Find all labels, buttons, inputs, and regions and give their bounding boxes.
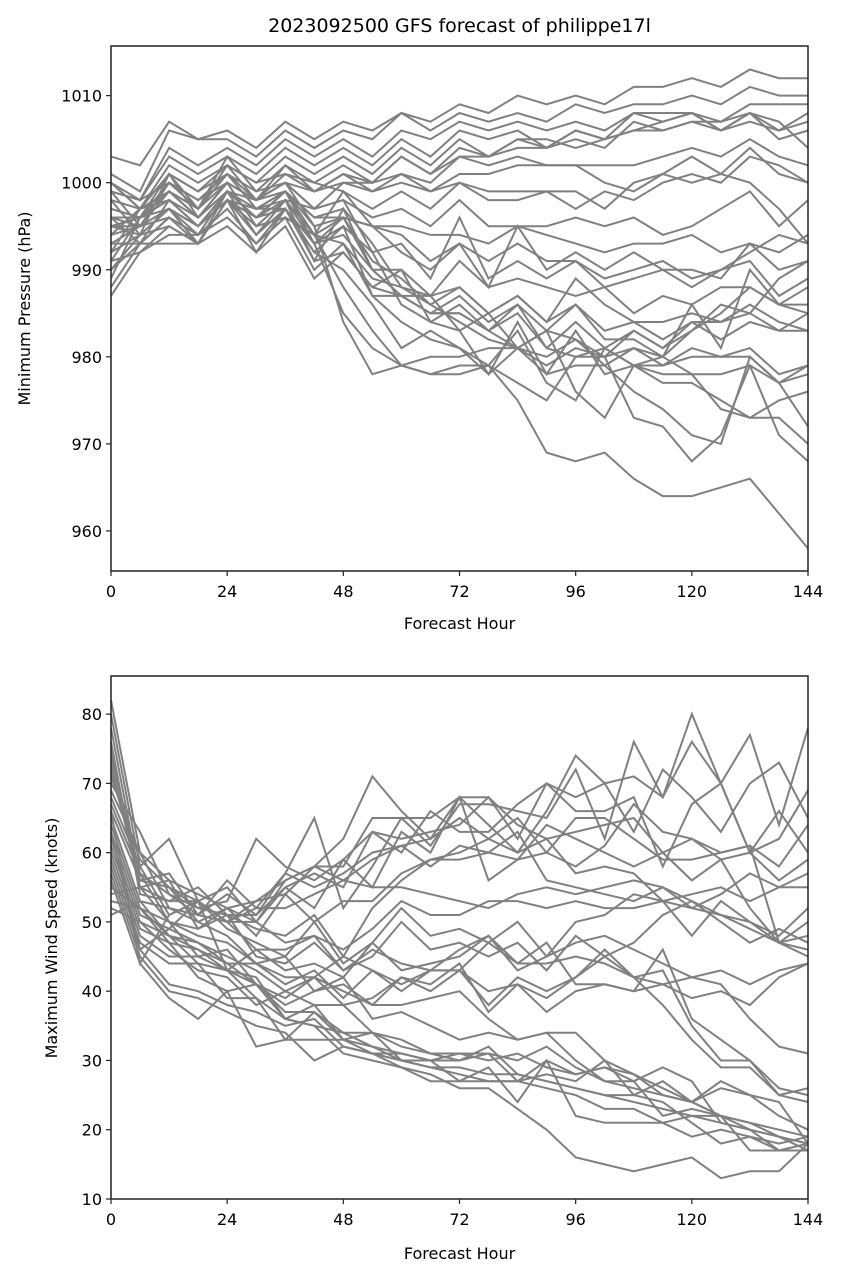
wind-series-line-m15	[110, 817, 809, 1007]
pressure-panel: 2023092500 GFS forecast of philippe17l 0…	[15, 15, 823, 633]
wind-series-line-m31	[110, 810, 809, 967]
wind-y-tick-label: 10	[82, 1190, 102, 1209]
chart-title: 2023092500 GFS forecast of philippe17l	[268, 15, 651, 37]
pressure-series-line-m01	[110, 68, 808, 167]
pressure-y-ticks: 960 970 980 990 1000 1010	[61, 87, 111, 541]
wind-x-tick-label: 48	[333, 1210, 353, 1229]
wind-y-axis-label: Maximum Wind Speed (knots)	[42, 818, 61, 1059]
pressure-x-ticks: 0 24 48 72 96 120 144	[106, 571, 823, 601]
wind-x-tick-label: 24	[217, 1210, 237, 1229]
pressure-y-axis-label: Minimum Pressure (hPa)	[15, 212, 34, 406]
pressure-y-tick-label: 980	[71, 348, 102, 367]
wind-y-tick-label: 60	[82, 844, 102, 863]
wind-x-tick-label: 72	[449, 1210, 469, 1229]
wind-series-line-m08	[110, 769, 809, 951]
wind-series-line-m29	[110, 899, 809, 1152]
pressure-y-tick-label: 970	[71, 435, 102, 454]
wind-x-tick-label: 0	[106, 1210, 116, 1229]
wind-x-tick-label: 144	[793, 1210, 824, 1229]
pressure-y-tick-label: 1000	[61, 174, 102, 193]
wind-series-line-m03	[110, 727, 809, 910]
pressure-x-tick-label: 120	[677, 582, 708, 601]
wind-x-ticks: 0 24 48 72 96 120 144	[106, 1199, 823, 1229]
wind-panel: 0 24 48 72 96 120 144 10 20 30 40 50 60 70 80 Forecas…	[42, 675, 823, 1263]
wind-series-line-m30	[110, 831, 809, 1055]
wind-series-line-m06	[110, 755, 809, 917]
pressure-series-line-m02	[110, 85, 808, 193]
pressure-series-line-m29	[110, 198, 809, 446]
wind-y-tick-label: 40	[82, 982, 102, 1001]
pressure-x-tick-label: 72	[449, 582, 469, 601]
wind-x-tick-label: 120	[677, 1210, 708, 1229]
wind-y-tick-label: 50	[82, 913, 102, 932]
wind-y-tick-label: 70	[82, 774, 102, 793]
wind-y-tick-label: 80	[82, 705, 102, 724]
pressure-series-lines	[110, 68, 809, 550]
pressure-series-line-m22	[110, 172, 809, 359]
pressure-x-tick-label: 0	[106, 582, 116, 601]
wind-x-tick-label: 96	[565, 1210, 585, 1229]
wind-y-ticks: 10 20 30 40 50 60 70 80	[82, 705, 111, 1209]
pressure-y-tick-label: 1010	[61, 87, 102, 106]
pressure-y-tick-label: 990	[71, 261, 102, 280]
pressure-x-tick-label: 48	[333, 582, 353, 601]
wind-series-line-m13	[110, 803, 809, 972]
wind-series-lines	[110, 700, 809, 1180]
wind-series-line-m12	[110, 796, 809, 965]
wind-series-line-m28	[110, 907, 809, 1131]
pressure-x-tick-label: 24	[217, 582, 237, 601]
pressure-series-line-m11	[110, 154, 809, 245]
pressure-y-tick-label: 960	[71, 522, 102, 541]
pressure-x-axis-label: Forecast Hour	[404, 614, 516, 633]
pressure-x-tick-label: 144	[793, 582, 824, 601]
wind-y-tick-label: 20	[82, 1121, 102, 1140]
wind-x-axis-label: Forecast Hour	[404, 1244, 516, 1263]
wind-y-tick-label: 30	[82, 1051, 102, 1070]
wind-series-line-m27	[110, 900, 809, 1180]
pressure-series-line-m31	[110, 181, 809, 550]
wind-series-line-m09	[110, 776, 808, 938]
wind-series-line-m26	[110, 886, 808, 1152]
pressure-x-tick-label: 96	[565, 582, 585, 601]
wind-series-line-m07	[110, 762, 809, 945]
